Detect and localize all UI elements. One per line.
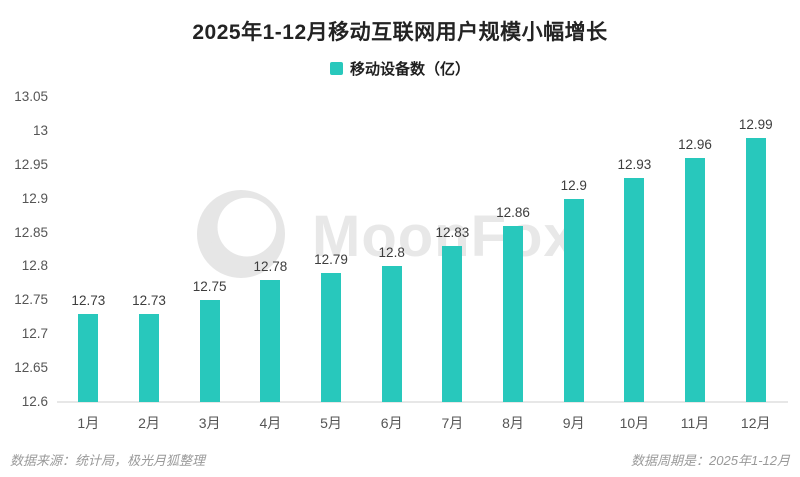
bar-column: 12.78 4月 (240, 97, 301, 431)
bar-2月[interactable] (139, 313, 159, 402)
bar-1月[interactable] (78, 313, 99, 402)
bar-value-label: 12.78 (253, 259, 288, 274)
y-tick-label: 12.8 (21, 258, 48, 274)
bar-value-label: 12.73 (71, 292, 106, 308)
y-tick-label: 12.7 (21, 326, 48, 342)
bar-value-label: 12.79 (314, 252, 348, 268)
bar-column: 12.99 12月 (725, 97, 786, 431)
bar-4月[interactable] (260, 280, 281, 402)
x-tick-label: 8月 (502, 415, 524, 431)
bar-value-label: 12.9 (560, 177, 587, 193)
x-axis-line (57, 401, 788, 403)
bar-11月[interactable] (685, 158, 706, 402)
bar-value-label: 12.96 (678, 137, 712, 152)
bar-3月[interactable] (199, 300, 220, 402)
bar-value-label: 12.86 (496, 204, 530, 220)
bar-column: 12.93 10月 (604, 97, 665, 431)
y-tick-label: 12.65 (14, 360, 48, 376)
bar-column: 12.79 5月 (301, 97, 362, 431)
x-tick-label: 7月 (441, 415, 464, 431)
y-tick-label: 13 (32, 122, 48, 138)
x-tick-label: 10月 (619, 415, 650, 431)
bar-column: 12.9 9月 (543, 97, 604, 431)
x-tick-label: 3月 (198, 415, 221, 431)
y-tick-label: 12.95 (14, 156, 48, 172)
bar-value-label: 12.83 (435, 225, 470, 241)
bar-value-label: 12.99 (738, 116, 773, 132)
footer-data-source: 数据来源：统计局，极光月狐整理 (10, 453, 206, 468)
footer-data-period: 数据周期是：2025年1-12月 (631, 453, 790, 468)
bar-5月[interactable] (321, 273, 342, 402)
bar-column: 12.96 11月 (665, 97, 726, 431)
x-tick-label: 12月 (740, 415, 771, 431)
y-tick-label: 12.9 (21, 190, 48, 206)
bar-value-label: 12.73 (132, 292, 166, 308)
x-tick-label: 5月 (320, 415, 342, 431)
x-tick-label: 1月 (77, 415, 100, 431)
bar-9月[interactable] (563, 198, 584, 402)
x-tick-label: 11月 (680, 415, 710, 431)
x-tick-label: 6月 (380, 415, 403, 431)
x-tick-label: 2月 (138, 415, 160, 431)
bar-value-label: 12.93 (617, 157, 652, 173)
y-tick-label: 12.75 (14, 292, 48, 308)
chart-title: 2025年1-12月移动互联网用户规模小幅增长 (192, 21, 608, 44)
bar-column: 12.73 1月 (58, 97, 119, 431)
x-tick-label: 4月 (259, 415, 282, 431)
bar-value-label: 12.75 (192, 279, 227, 295)
y-tick-label: 12.6 (21, 394, 48, 409)
x-tick-label: 9月 (562, 415, 585, 431)
bar-column: 12.8 6月 (361, 97, 422, 431)
bar-column: 12.86 8月 (483, 97, 544, 431)
bar-chart: 12.73 1月 12.73 2月 12.75 3月 12.78 4月 12.79 5月 12.8 6… (58, 97, 786, 431)
legend-item[interactable]: 移动设备数（亿） (0, 58, 800, 79)
bar-column: 12.83 7月 (422, 97, 483, 431)
legend-square-icon (329, 62, 343, 75)
bar-12月[interactable] (745, 137, 766, 402)
y-tick-label: 12.85 (14, 224, 48, 240)
bar-7月[interactable] (442, 246, 463, 402)
legend-label: 移动设备数（亿） (349, 61, 470, 78)
bar-column: 12.73 2月 (119, 97, 180, 431)
bar-10月[interactable] (624, 178, 645, 402)
bar-8月[interactable] (503, 225, 524, 402)
bar-column: 12.75 3月 (179, 97, 240, 431)
bar-6月[interactable] (381, 266, 402, 402)
bar-value-label: 12.8 (378, 245, 405, 261)
y-tick-label: 13.05 (14, 89, 48, 104)
